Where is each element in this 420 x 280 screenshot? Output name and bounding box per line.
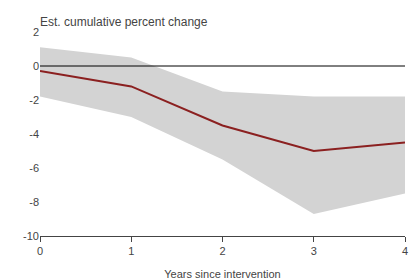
svg-text:-6: -6 [29,162,39,174]
svg-text:-8: -8 [29,196,39,208]
svg-text:-2: -2 [29,94,39,106]
svg-text:Est. cumulative percent change: Est. cumulative percent change [40,15,208,29]
svg-text:0: 0 [37,245,43,257]
svg-text:3: 3 [311,245,317,257]
svg-text:4: 4 [402,245,408,257]
svg-text:0: 0 [33,60,39,72]
svg-text:1: 1 [128,245,134,257]
svg-text:-4: -4 [29,128,39,140]
svg-text:2: 2 [33,26,39,38]
svg-text:Years since intervention: Years since intervention [164,268,280,280]
svg-text:2: 2 [219,245,225,257]
svg-text:-10: -10 [23,230,39,242]
